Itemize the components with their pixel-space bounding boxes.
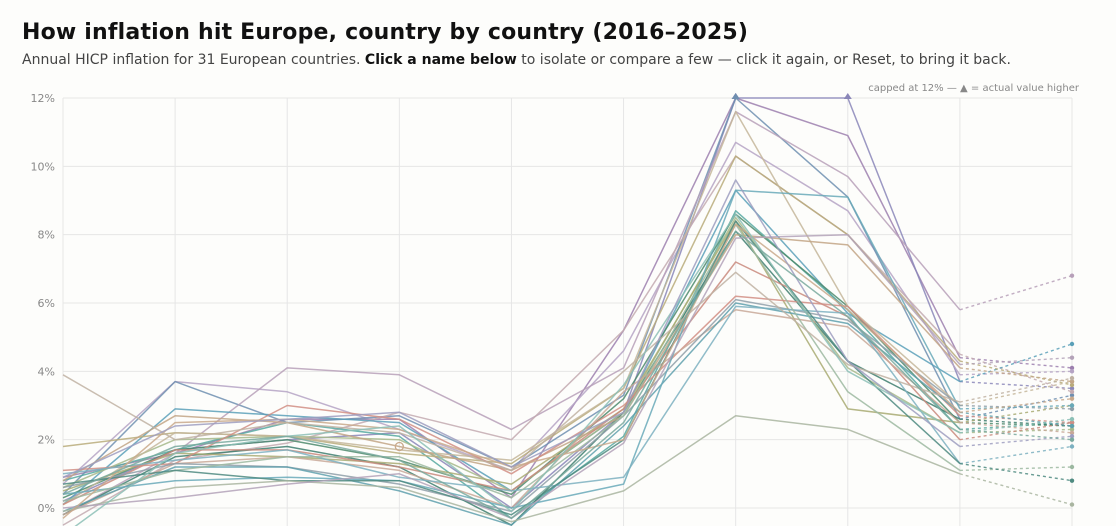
series-end-point[interactable] <box>1069 389 1075 395</box>
series-line[interactable] <box>62 295 961 475</box>
series-end-point[interactable] <box>1069 341 1075 347</box>
series-projection-segment[interactable] <box>959 370 1073 376</box>
series-end-point[interactable] <box>1069 430 1075 436</box>
cap-note: capped at 12% — ▲ = actual value higher <box>868 83 1079 94</box>
subtitle-intro: Annual HICP inflation for 31 European co… <box>22 52 365 68</box>
series-projection-segment[interactable] <box>959 462 1073 482</box>
series-projection-segment[interactable] <box>959 466 1073 472</box>
y-tick-label: 12% <box>31 92 55 105</box>
y-tick-label: 2% <box>38 434 55 447</box>
series-projection-segment[interactable] <box>959 274 1073 311</box>
y-tick-label: 8% <box>38 229 55 242</box>
series-projection-segment[interactable] <box>959 411 1073 427</box>
series-projection-segment[interactable] <box>959 356 1073 366</box>
series-end-point[interactable] <box>1069 386 1075 391</box>
cap-markers <box>394 93 852 452</box>
series-projection-segment[interactable] <box>959 380 1073 390</box>
series-line[interactable] <box>63 213 961 526</box>
series-projection-segment[interactable] <box>959 404 1073 410</box>
series-end-point[interactable] <box>1069 420 1075 425</box>
series-end-point[interactable] <box>1069 406 1075 412</box>
series-line[interactable] <box>62 189 961 509</box>
series-end-point[interactable] <box>1069 273 1075 278</box>
series-line[interactable] <box>62 110 961 516</box>
series-end-point[interactable] <box>1069 427 1075 432</box>
series-end-point[interactable] <box>1069 365 1075 371</box>
series-line[interactable] <box>62 271 961 472</box>
series-projection-segment[interactable] <box>959 435 1073 448</box>
series-projection-segment[interactable] <box>959 473 1073 506</box>
series-projection-segment[interactable] <box>959 445 1073 465</box>
series-projection-segment[interactable] <box>959 353 1073 393</box>
series-line[interactable] <box>62 220 960 492</box>
series-projection-segment[interactable] <box>959 343 1073 383</box>
series-end-point[interactable] <box>1069 416 1075 422</box>
series-line[interactable] <box>62 230 961 520</box>
series-end-point[interactable] <box>1069 369 1075 374</box>
series-end-point[interactable] <box>1069 403 1075 408</box>
subtitle-instruction: Click a name below <box>364 52 517 68</box>
chart-title: How inflation hit Europe, country by cou… <box>22 20 749 45</box>
series-end-point[interactable] <box>1069 393 1075 398</box>
series-end-point[interactable] <box>1069 444 1075 449</box>
series-end-point[interactable] <box>1069 355 1075 360</box>
series-projection-segment[interactable] <box>959 380 1073 407</box>
series-end-point[interactable] <box>1069 464 1075 470</box>
series-end-point[interactable] <box>1069 375 1075 381</box>
series-line[interactable] <box>62 415 961 523</box>
y-tick-label: 4% <box>38 365 55 378</box>
series-projection-segment[interactable] <box>959 428 1073 441</box>
series-end-point[interactable] <box>1069 382 1075 388</box>
series-line[interactable] <box>62 302 961 526</box>
point-highlight <box>394 441 404 452</box>
grid <box>62 97 1073 526</box>
series-projection-segment[interactable] <box>959 356 1073 369</box>
series-end-point[interactable] <box>1069 434 1075 439</box>
series-line[interactable] <box>62 213 961 499</box>
cap-marker-triangle <box>731 93 740 99</box>
series-projection-segment[interactable] <box>959 404 1073 424</box>
cap-marker-triangle <box>843 93 852 99</box>
series-projection-segment[interactable] <box>959 367 1073 383</box>
series-end-point[interactable] <box>1069 379 1075 384</box>
series-line[interactable] <box>62 305 961 492</box>
y-tick-label: 0% <box>38 502 55 515</box>
series-end-point[interactable] <box>1069 423 1075 429</box>
series-projection-segment[interactable] <box>959 421 1073 441</box>
series-projection-segment[interactable] <box>959 421 1073 427</box>
series-line[interactable] <box>62 179 961 478</box>
series-lines <box>62 97 1075 526</box>
series-end-point[interactable] <box>1069 502 1075 507</box>
series-projection-segment[interactable] <box>959 421 1073 434</box>
y-tick-label: 10% <box>31 160 55 173</box>
series-projection-segment[interactable] <box>959 377 1073 403</box>
series-projection-segment[interactable] <box>959 397 1073 414</box>
series-end-point[interactable] <box>1069 478 1075 483</box>
subtitle-outro: to isolate or compare a few — click it a… <box>516 52 1011 68</box>
chart-subtitle: Annual HICP inflation for 31 European co… <box>22 52 1011 68</box>
series-end-point[interactable] <box>1069 437 1075 442</box>
series-line[interactable] <box>62 220 961 516</box>
y-axis-ticks: 0% 2% 4% 6% 8% 10% 12% <box>31 92 55 515</box>
series-end-point[interactable] <box>1069 396 1075 401</box>
y-tick-label: 6% <box>38 297 55 310</box>
series-line[interactable] <box>62 223 961 502</box>
series-projection-segment[interactable] <box>959 360 1073 386</box>
